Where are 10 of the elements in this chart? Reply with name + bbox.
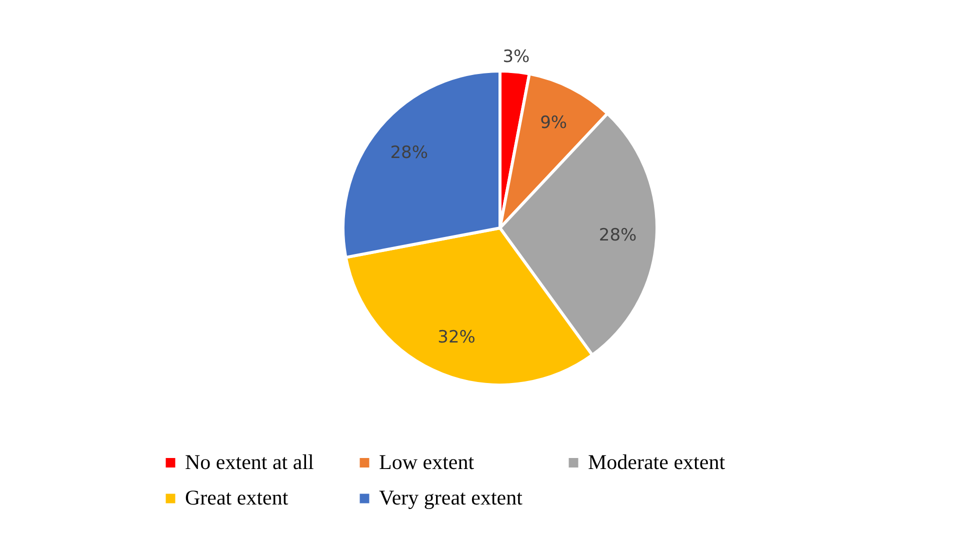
data-label: 28% [598, 225, 637, 246]
legend-label: Great extent [185, 486, 288, 510]
data-label: 32% [438, 328, 476, 348]
legend-label: Moderate extent [588, 450, 726, 474]
data-label: 28% [390, 142, 428, 163]
data-label: 9% [540, 112, 568, 133]
legend-label: No extent at all [185, 450, 314, 474]
data-label: 3% [502, 46, 530, 67]
legend-label: Low extent [379, 450, 474, 474]
legend-label: Very great extent [379, 486, 523, 510]
